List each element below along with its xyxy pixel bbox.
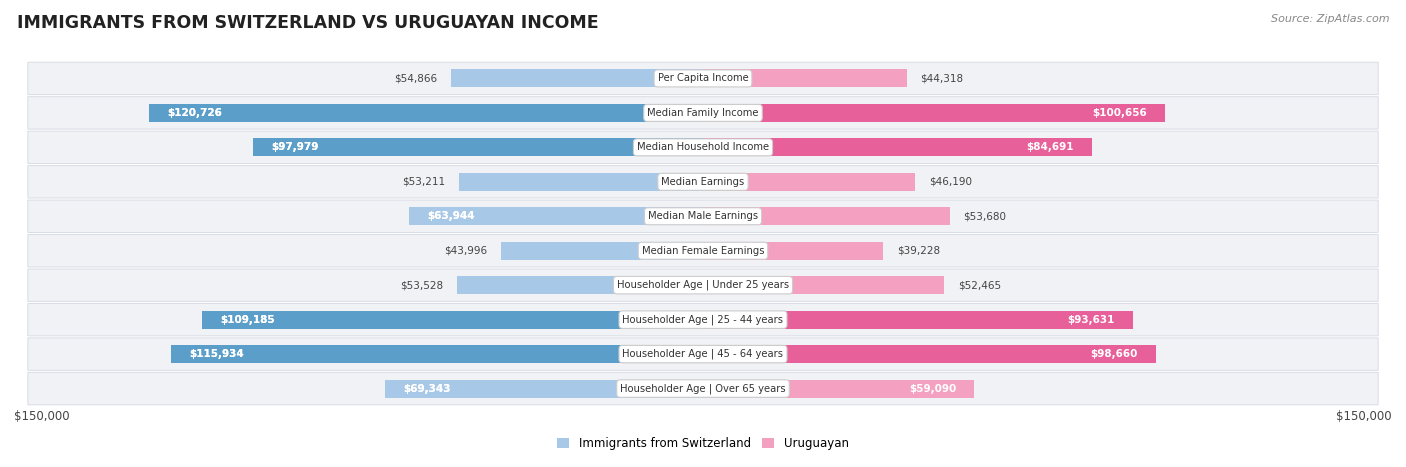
Text: $39,228: $39,228 [897,246,941,256]
Text: Householder Age | Over 65 years: Householder Age | Over 65 years [620,383,786,394]
Text: $44,318: $44,318 [921,73,963,84]
Text: $115,934: $115,934 [188,349,243,359]
Text: $53,211: $53,211 [402,177,444,187]
FancyBboxPatch shape [28,166,1378,198]
Text: $54,866: $54,866 [394,73,437,84]
Text: IMMIGRANTS FROM SWITZERLAND VS URUGUAYAN INCOME: IMMIGRANTS FROM SWITZERLAND VS URUGUAYAN… [17,14,599,32]
FancyBboxPatch shape [28,97,1378,129]
Text: Householder Age | 25 - 44 years: Householder Age | 25 - 44 years [623,314,783,325]
Text: $59,090: $59,090 [908,383,956,394]
Bar [384,380,703,397]
Bar [451,70,703,87]
FancyBboxPatch shape [28,269,1378,301]
Bar [703,311,1133,329]
Text: $53,528: $53,528 [401,280,443,290]
Text: Median Earnings: Median Earnings [661,177,745,187]
Text: Median Female Earnings: Median Female Earnings [641,246,765,256]
Bar [409,207,703,225]
Text: Median Family Income: Median Family Income [647,108,759,118]
Bar [703,276,943,294]
Text: $150,000: $150,000 [14,410,70,423]
Bar [201,311,703,329]
FancyBboxPatch shape [28,372,1378,405]
Text: Median Male Earnings: Median Male Earnings [648,211,758,221]
FancyBboxPatch shape [28,304,1378,336]
Text: $46,190: $46,190 [929,177,972,187]
Text: $100,656: $100,656 [1092,108,1147,118]
Text: $52,465: $52,465 [957,280,1001,290]
Bar [703,242,883,260]
Text: $63,944: $63,944 [427,211,475,221]
Bar [703,138,1092,156]
Bar [149,104,703,122]
Bar [703,104,1166,122]
Text: Median Household Income: Median Household Income [637,142,769,152]
Bar [703,380,974,397]
Bar [703,70,907,87]
Text: Per Capita Income: Per Capita Income [658,73,748,84]
Text: $84,691: $84,691 [1026,142,1074,152]
Text: Source: ZipAtlas.com: Source: ZipAtlas.com [1271,14,1389,24]
FancyBboxPatch shape [28,234,1378,267]
Text: $53,680: $53,680 [963,211,1007,221]
Legend: Immigrants from Switzerland, Uruguayan: Immigrants from Switzerland, Uruguayan [553,432,853,455]
Text: $93,631: $93,631 [1067,315,1115,325]
Text: Householder Age | 45 - 64 years: Householder Age | 45 - 64 years [623,349,783,359]
Text: $109,185: $109,185 [219,315,274,325]
Text: $69,343: $69,343 [404,383,450,394]
Bar [703,173,915,191]
FancyBboxPatch shape [28,338,1378,370]
FancyBboxPatch shape [28,200,1378,233]
Text: $120,726: $120,726 [167,108,222,118]
Text: $43,996: $43,996 [444,246,486,256]
Text: $69,343: $69,343 [404,383,450,394]
FancyBboxPatch shape [28,131,1378,163]
Bar [170,345,703,363]
Bar [501,242,703,260]
Text: $120,726: $120,726 [167,108,222,118]
Text: $109,185: $109,185 [219,315,274,325]
FancyBboxPatch shape [28,62,1378,95]
Text: $150,000: $150,000 [1336,410,1392,423]
Text: Householder Age | Under 25 years: Householder Age | Under 25 years [617,280,789,290]
Bar [703,345,1156,363]
Text: $115,934: $115,934 [188,349,243,359]
Text: $97,979: $97,979 [271,142,319,152]
Bar [253,138,703,156]
Bar [458,173,703,191]
Text: $63,944: $63,944 [427,211,475,221]
Bar [703,207,949,225]
Text: $97,979: $97,979 [271,142,319,152]
Bar [457,276,703,294]
Text: $98,660: $98,660 [1091,349,1137,359]
